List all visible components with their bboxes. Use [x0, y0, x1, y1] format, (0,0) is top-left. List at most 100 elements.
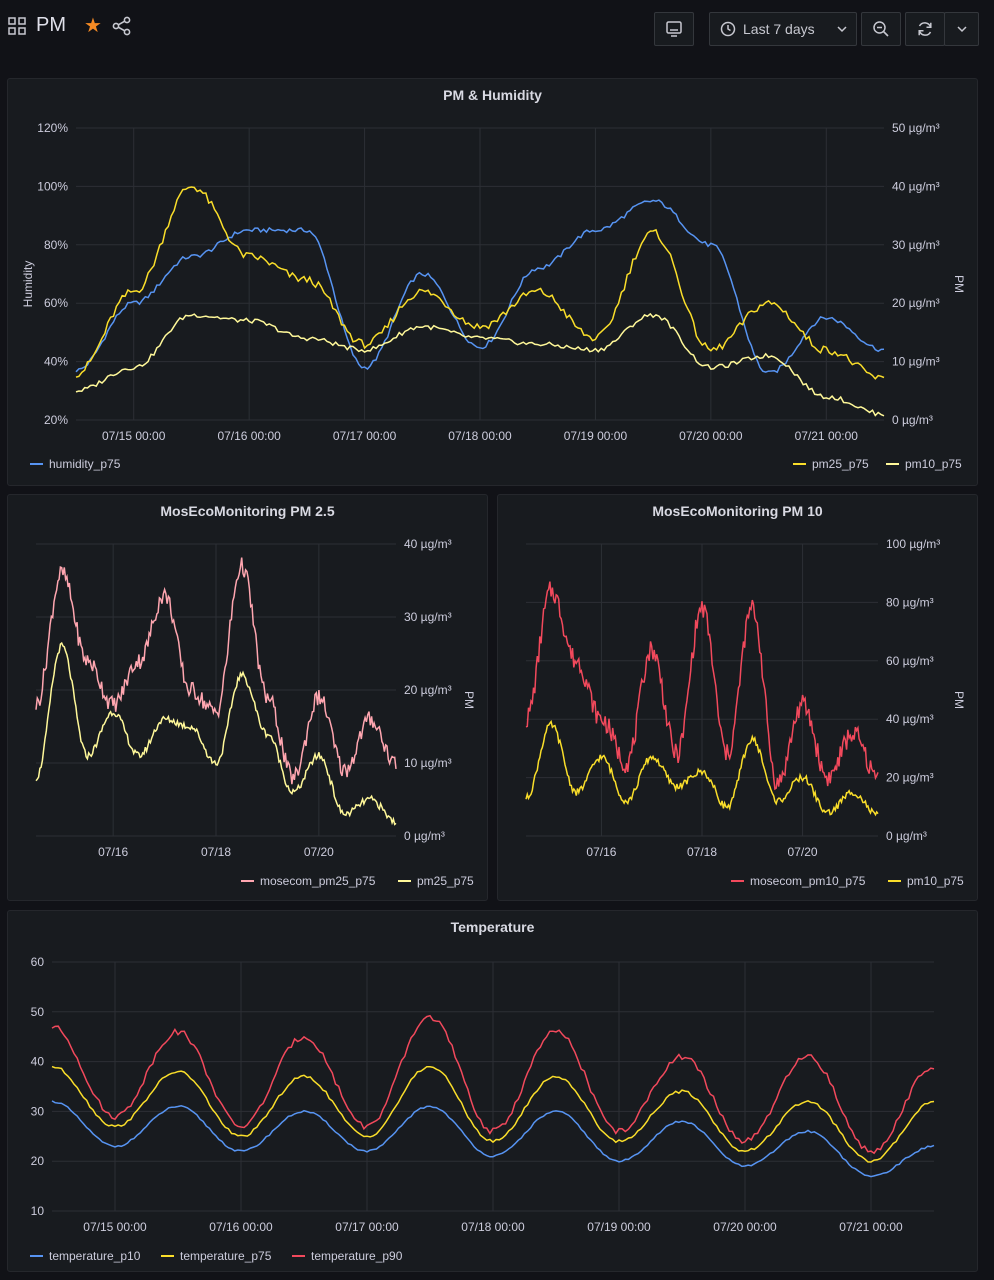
series-line-mosecom_pm10_p75: [525, 581, 879, 791]
star-icon[interactable]: ★: [84, 14, 102, 37]
series-line-temperature_p90: [51, 1014, 935, 1155]
panel-mosecom-pm25[interactable]: MosEcoMonitoring PM 2.5 PM 40 µg/m³ 30 µg…: [7, 494, 488, 901]
y-tick-label: 20%: [44, 413, 68, 427]
series-line-pm25_p75: [35, 641, 397, 826]
series-line-pm10_p75: [525, 719, 879, 817]
panel-pm-humidity[interactable]: PM & Humidity Humidity PM 120% 100% 80% 60%…: [7, 78, 978, 486]
temperature-chart: 60 50 40 30 20 10 07/15 00:00 07/16 00:00 07/17 …: [31, 955, 935, 1234]
legend-item[interactable]: mosecom_pm10_p75: [731, 874, 865, 888]
legend-item[interactable]: pm10_p75: [888, 874, 964, 888]
legend-item[interactable]: temperature_p10: [30, 1249, 140, 1263]
legend-item[interactable]: pm25_p75: [793, 457, 869, 471]
y-tick-label-right: 40 µg/m³: [892, 179, 940, 193]
y-tick-label: 120%: [37, 121, 68, 135]
chart-series: [51, 1014, 935, 1178]
chart-axes: PM 40 µg/m³ 30 µg/m³ 20 µg/m³ 10 µg/m³ 0 µg/…: [98, 537, 476, 859]
x-tick-label: 07/20: [304, 845, 334, 859]
y-tick-label-right: 30 µg/m³: [892, 238, 940, 252]
legend-swatch: [30, 463, 43, 465]
legend-item[interactable]: temperature_p90: [292, 1249, 402, 1263]
x-tick-label: 07/17 00:00: [333, 429, 397, 443]
dashboard-title[interactable]: PM: [36, 14, 66, 36]
x-tick-label: 07/18 00:00: [448, 429, 512, 443]
chart-series: [525, 581, 879, 817]
apps-icon[interactable]: [8, 16, 26, 35]
zoom-out-button[interactable]: [861, 12, 901, 46]
time-range-picker[interactable]: Last 7 days: [709, 12, 857, 46]
panel-mosecom-pm10[interactable]: MosEcoMonitoring PM 10 PM 100 µg/m³ 80 µg…: [497, 494, 978, 901]
y-tick-label-right: 20 µg/m³: [892, 296, 940, 310]
x-tick-label: 07/15 00:00: [83, 1220, 147, 1234]
y-tick-label: 0 µg/m³: [886, 829, 927, 843]
x-tick-label: 07/20 00:00: [713, 1220, 777, 1234]
y-tick-label: 40%: [44, 355, 68, 369]
legend-swatch: [30, 1255, 43, 1257]
legend-label: pm25_p75: [812, 457, 869, 471]
x-tick-label: 07/16: [98, 845, 128, 859]
tv-mode-button[interactable]: [654, 12, 694, 46]
chart-grid: [76, 127, 884, 421]
legend-label: temperature_p75: [180, 1249, 272, 1263]
legend-item[interactable]: mosecom_pm25_p75: [241, 874, 375, 888]
x-tick-label: 07/19 00:00: [564, 429, 628, 443]
legend-label: temperature_p10: [49, 1249, 141, 1263]
legend-swatch: [793, 463, 806, 465]
y-tick-label: 30 µg/m³: [404, 610, 452, 624]
y-tick-label: 80 µg/m³: [886, 595, 934, 609]
y-tick-label-right: 10 µg/m³: [892, 355, 940, 369]
chart-grid: [36, 543, 396, 837]
legend-label: humidity_p75: [49, 457, 121, 471]
x-tick-label: 07/16 00:00: [217, 429, 281, 443]
legend-item[interactable]: pm25_p75: [398, 874, 474, 888]
y-tick-label: 80%: [44, 238, 68, 252]
x-tick-label: 07/16: [586, 845, 616, 859]
x-tick-label: 07/21 00:00: [839, 1220, 903, 1234]
dashboard-title-group: PM ★: [8, 14, 132, 37]
refresh-interval-dropdown[interactable]: [944, 12, 979, 46]
panel-title[interactable]: MosEcoMonitoring PM 10: [652, 503, 823, 519]
y-axis-right-label: PM: [952, 275, 966, 293]
x-tick-label: 07/17 00:00: [335, 1220, 399, 1234]
legend-label: temperature_p90: [311, 1249, 403, 1263]
legend-item[interactable]: humidity_p75: [30, 457, 120, 471]
y-axis-right-label: PM: [952, 691, 966, 709]
clock-icon: [720, 21, 736, 37]
legend-item[interactable]: pm10_p75: [886, 457, 962, 471]
refresh-button[interactable]: [905, 12, 945, 46]
legend-label: mosecom_pm25_p75: [260, 874, 376, 888]
x-tick-label: 07/21 00:00: [795, 429, 859, 443]
y-axis-right-label: PM: [462, 691, 476, 709]
chart-axes: Humidity PM 120% 100% 80% 60% 40% 20% 50 µg/m³…: [21, 121, 966, 443]
legend-item[interactable]: temperature_p75: [161, 1249, 271, 1263]
dashboard-header: PM ★ Last 7 days: [0, 0, 994, 62]
share-icon[interactable]: [112, 16, 132, 36]
y-tick-label: 40: [31, 1055, 45, 1069]
series-line-humidity_p75: [75, 199, 885, 374]
zoom-out-icon: [873, 21, 889, 37]
x-tick-label: 07/18: [687, 845, 717, 859]
chart-series: [75, 186, 885, 417]
y-tick-label: 10 µg/m³: [404, 756, 452, 770]
series-line-temperature_p75: [51, 1065, 935, 1163]
panel-title[interactable]: Temperature: [450, 919, 535, 935]
panel-title[interactable]: MosEcoMonitoring PM 2.5: [160, 503, 335, 519]
x-tick-label: 07/20 00:00: [679, 429, 743, 443]
x-tick-label: 07/20: [788, 845, 818, 859]
chart-grid: [526, 543, 878, 837]
x-tick-label: 07/19 00:00: [587, 1220, 651, 1234]
refresh-icon: [918, 22, 932, 36]
series-line-temperature_p10: [51, 1100, 935, 1178]
panel-title[interactable]: PM & Humidity: [443, 87, 542, 103]
y-tick-label: 30: [31, 1104, 45, 1118]
y-tick-label: 20 µg/m³: [404, 683, 452, 697]
chart-axes: 60 50 40 30 20 10 07/15 00:00 07/16 00:00 07/17 …: [31, 955, 903, 1234]
panel-temperature[interactable]: Temperature 60 50 40 30 20 10 07/15 00:00 07/16…: [7, 910, 978, 1272]
legend-swatch: [886, 463, 899, 465]
series-line-pm10_p75: [75, 312, 885, 417]
x-tick-label: 07/18 00:00: [461, 1220, 525, 1234]
legend-swatch: [398, 880, 411, 882]
legend-label: pm10_p75: [907, 874, 964, 888]
y-tick-label: 50: [31, 1005, 45, 1019]
time-range-label: Last 7 days: [743, 21, 815, 37]
pm10-chart: PM 100 µg/m³ 80 µg/m³ 60 µg/m³ 40 µg/m³ 20 µ…: [525, 537, 966, 859]
